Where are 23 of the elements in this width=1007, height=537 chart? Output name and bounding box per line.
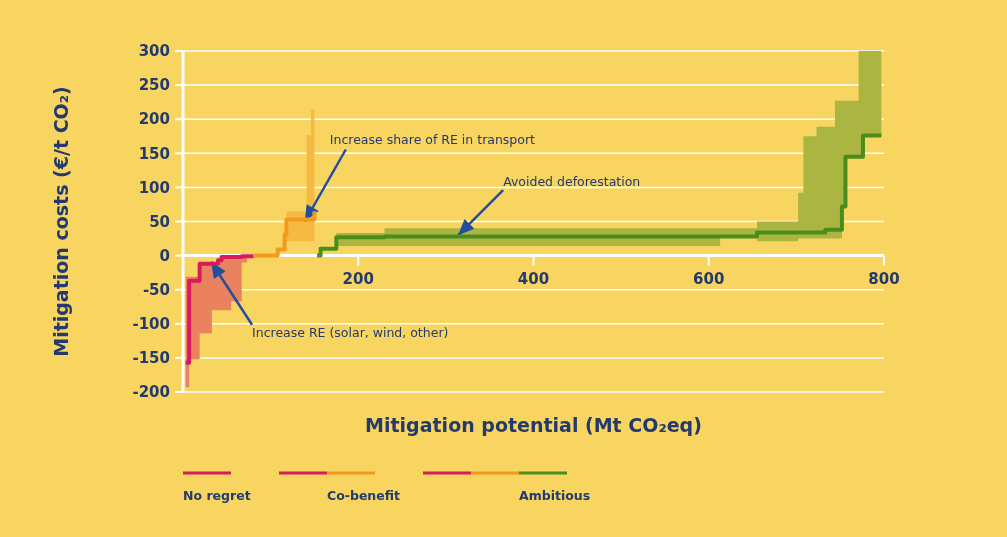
annotation: Avoided deforestation: [503, 174, 641, 190]
legend-label: Co-benefit: [327, 488, 401, 503]
x-tick-label: 600: [693, 269, 725, 288]
x-axis-title: Mitigation potential (Mt CO₂eq): [365, 414, 702, 436]
y-tick-label: 300: [138, 42, 170, 61]
y-tick-label: 250: [138, 76, 170, 95]
y-axis-title: Mitigation costs (€/t CO₂): [50, 86, 72, 357]
y-tick-label: -200: [132, 383, 170, 402]
annotation: Increase share of RE in transport: [329, 131, 536, 147]
x-tick-label: 200: [342, 269, 374, 288]
y-tick-label: 0: [159, 246, 170, 265]
y-tick-label: -50: [142, 280, 170, 299]
annotation: Increase RE (solar, wind, other): [252, 324, 449, 340]
y-tick-label: 150: [138, 144, 170, 163]
legend-label: No regret: [183, 488, 251, 503]
y-tick-label: -100: [132, 315, 170, 334]
y-tick-label: 50: [149, 212, 170, 231]
y-tick-label: 100: [138, 178, 170, 197]
x-tick-label: 800: [868, 269, 900, 288]
y-tick-label: -150: [132, 349, 170, 368]
x-tick-label: 400: [517, 269, 550, 288]
y-tick-label: 200: [138, 110, 170, 129]
legend-label: Ambitious: [519, 488, 591, 503]
